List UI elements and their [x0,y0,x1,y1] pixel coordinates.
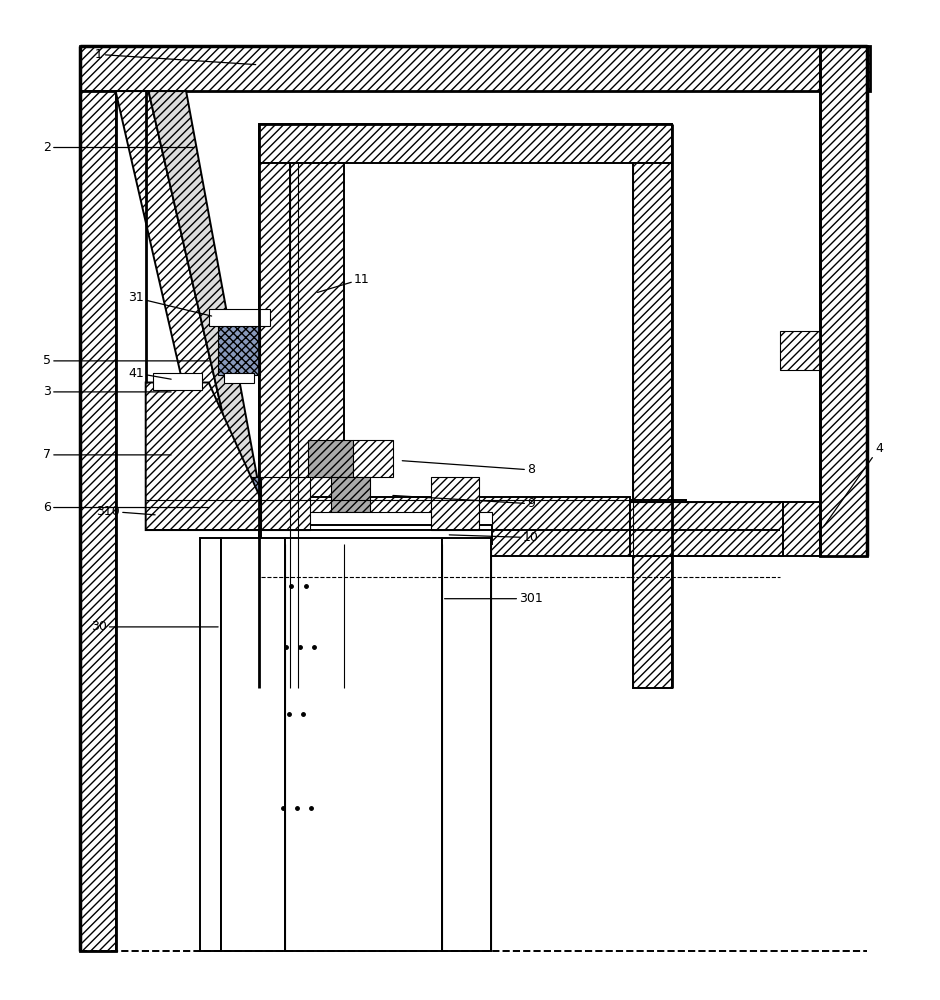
Text: 4: 4 [824,442,883,526]
Bar [442,538,491,951]
Bar [153,373,202,390]
Text: 3: 3 [43,385,171,398]
Bar [331,477,370,512]
Text: 7: 7 [43,448,171,461]
Polygon shape [146,382,261,530]
Bar [258,163,298,688]
Bar [218,477,260,526]
Text: 1: 1 [95,48,256,65]
Bar [630,502,783,556]
Text: 6: 6 [43,501,209,514]
Polygon shape [149,91,261,500]
Polygon shape [116,91,243,500]
Text: 41: 41 [129,367,171,380]
Bar [146,500,686,530]
Bar [261,525,492,544]
Bar [780,502,820,556]
Bar [261,512,492,525]
Bar [224,373,254,382]
Text: 2: 2 [43,141,195,154]
Bar [353,440,393,477]
Text: 10: 10 [449,531,539,544]
Bar [200,538,221,951]
Text: 8: 8 [402,461,535,476]
Bar [820,46,867,556]
Text: 30: 30 [91,620,218,633]
Bar [285,538,442,951]
Text: 11: 11 [318,273,369,292]
Bar [261,497,630,556]
Bar [80,91,116,951]
Text: 31: 31 [129,291,212,316]
Bar [633,163,672,688]
Text: 5: 5 [43,354,209,367]
Bar [80,46,870,91]
Bar [261,477,310,530]
Text: 9: 9 [393,495,535,510]
Bar [431,477,479,530]
Bar [221,538,285,951]
Text: 301: 301 [445,592,543,605]
Bar [209,309,270,326]
Bar [258,124,672,163]
Bar [218,326,260,375]
Bar [780,331,820,370]
Bar [308,440,353,477]
Bar [290,163,344,688]
Text: 310: 310 [96,505,155,518]
